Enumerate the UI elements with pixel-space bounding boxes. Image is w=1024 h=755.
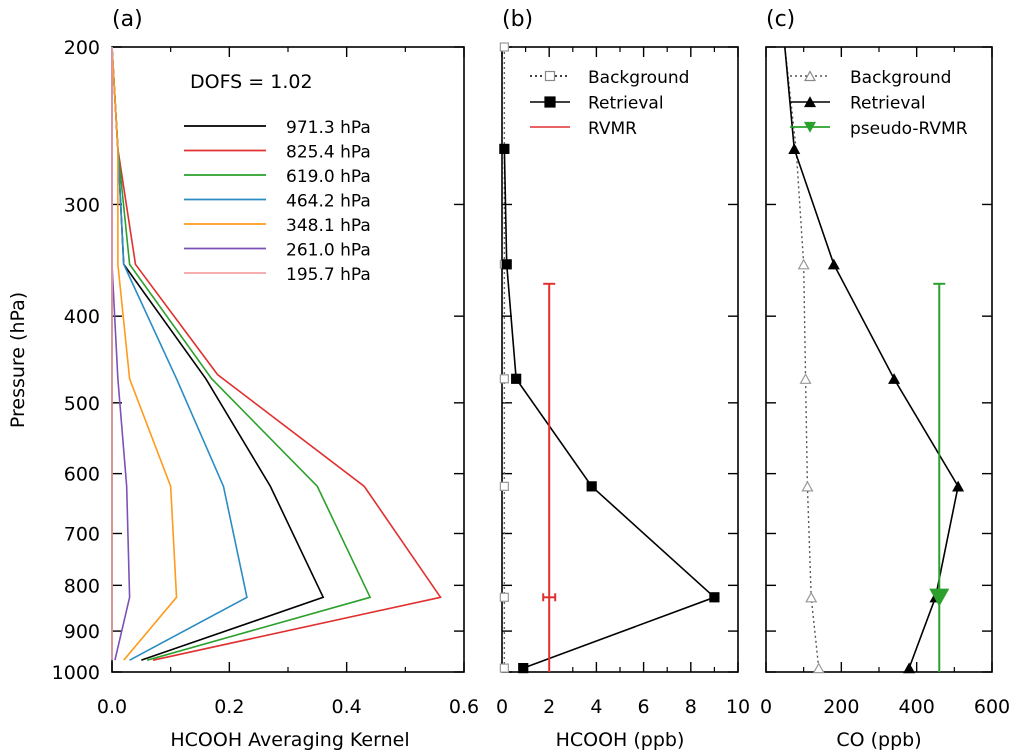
legend-label-c: pseudo-RVMR [850,119,968,139]
y-tick-label: 900 [64,621,100,643]
x-tick-label: 0.6 [449,696,479,718]
kernel-line-971.3 [111,46,325,661]
legend-label-c: Background [850,68,951,88]
panel-a-frame [111,46,465,673]
panel-b-xlabel: HCOOH (ppb) [556,729,685,751]
x-tick-label: 2 [543,696,555,718]
legend-label-a: 825.4 hPa [286,143,371,163]
legend-marker-c [803,121,817,133]
background-marker-b [499,592,509,602]
panel-c-xlabel: CO (ppb) [836,729,921,751]
background-line-c [784,46,820,669]
legend-label-a: 348.1 hPa [286,216,371,236]
x-tick-label: 0 [760,696,772,718]
x-tick-label: 8 [685,696,697,718]
y-axis-label: Pressure (hPa) [7,292,29,428]
retrieval-marker-c [952,480,965,492]
background-marker-c [805,591,818,603]
legend-label-b: RVMR [588,119,637,139]
legend-marker-c [803,96,817,108]
retrieval-marker-c [903,662,916,674]
retrieval-marker-c [788,143,801,154]
x-tick-label: 4 [590,696,602,718]
background-marker-b [499,663,509,673]
background-marker-b [499,374,509,384]
y-tick-label: 200 [64,37,100,59]
kernel-line-464.2 [111,46,248,661]
retrieval-marker-b [499,143,510,154]
panel-c-label: (c) [766,7,795,32]
kernel-line-348.1 [111,46,178,661]
panel-b-frame [501,46,739,673]
legend-label-a: 971.3 hPa [286,118,371,138]
retrieval-marker-b [518,662,529,674]
x-tick-label: 0.0 [97,696,127,718]
retrieval-marker-b [501,259,512,270]
y-tick-label: 300 [64,194,100,216]
y-tick-label: 600 [64,464,100,486]
legend-marker-b [544,70,556,82]
retrieval-line-c [784,46,959,669]
legend-label-a: 195.7 hPa [286,265,371,285]
x-tick-label: 0 [496,696,508,718]
legend-label-a: 619.0 hPa [286,167,371,187]
x-tick-label: 200 [823,696,859,718]
retrieval-marker-b [511,373,522,384]
y-tick-label: 1000 [52,662,100,684]
background-marker-c [797,258,810,270]
x-tick-label: 600 [974,696,1010,718]
retrieval-marker-b [709,592,720,603]
x-tick-label: 400 [899,696,935,718]
x-tick-label: 10 [726,696,750,718]
legend-label-a: 261.0 hPa [286,241,371,261]
background-marker-c [812,662,825,674]
pseudo-rvmr-marker [929,588,950,607]
background-marker-b [499,42,509,52]
y-tick-label: 800 [64,575,100,597]
y-tick-label: 500 [64,393,100,415]
legend-marker-c [803,70,817,82]
legend-marker-b [544,96,556,108]
retrieval-marker-c [888,373,901,384]
x-tick-label: 0.2 [214,696,244,718]
legend-label-b: Retrieval [588,94,664,114]
y-tick-label: 700 [64,523,100,545]
retrieval-line-b [503,148,716,669]
y-tick-label: 400 [64,306,100,328]
x-tick-label: 6 [638,696,650,718]
x-tick-label: 0.4 [332,696,362,718]
panel-a-xlabel: HCOOH Averaging Kernel [170,729,409,751]
legend-label-c: Retrieval [850,94,926,114]
legend-label-a: 464.2 hPa [286,192,371,212]
tick-layer [111,46,993,673]
background-marker-c [799,373,812,384]
retrieval-marker-c [827,258,840,270]
kernel-line-825.4 [111,46,442,661]
series-layer [111,42,965,674]
background-marker-b [499,481,509,491]
panel-c-frame [765,46,993,673]
legend-label-b: Background [588,68,689,88]
dofs-annotation: DOFS = 1.02 [190,71,313,93]
retrieval-marker-b [586,481,597,492]
panel-a-label: (a) [112,7,143,32]
panel-b-label: (b) [502,7,533,32]
background-marker-c [801,480,814,492]
